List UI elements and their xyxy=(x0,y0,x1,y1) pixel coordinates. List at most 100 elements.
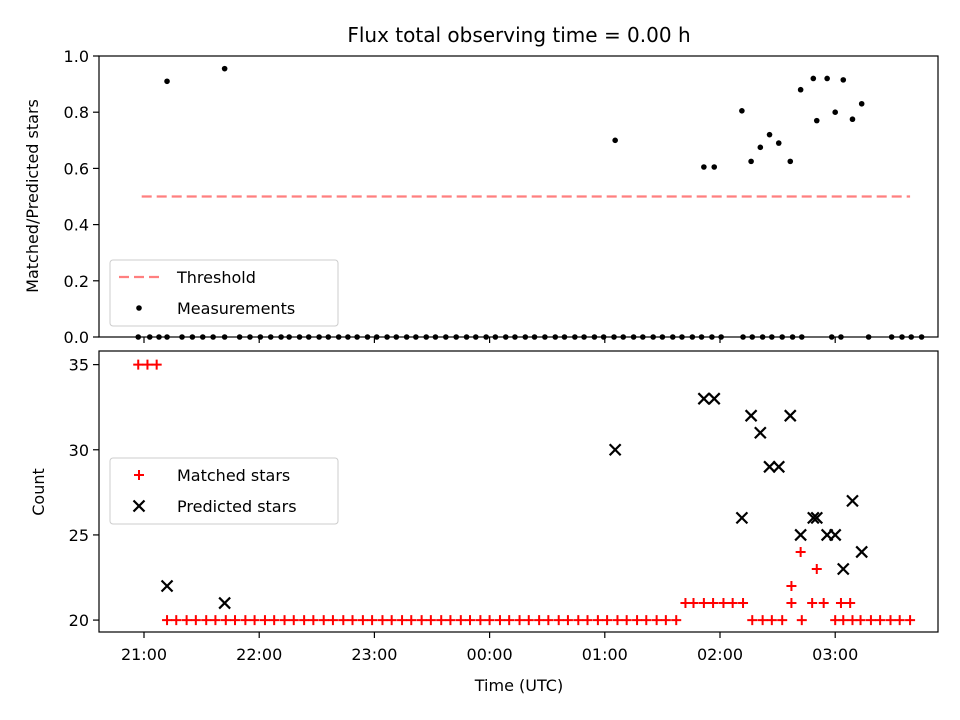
bottom-plot-area xyxy=(133,359,916,626)
matched-star-point xyxy=(885,615,896,626)
matched-star-point xyxy=(455,615,466,626)
measurement-point xyxy=(787,158,794,165)
matched-star-point xyxy=(465,615,476,626)
chart-title: Flux total observing time = 0.00 h xyxy=(347,23,690,47)
matched-star-point xyxy=(766,615,777,626)
figure-labels: Flux total observing time = 0.00 h Match… xyxy=(23,23,691,695)
matched-star-point xyxy=(386,615,397,626)
top-panel: 0.0 0.2 0.4 0.6 0.8 1.0 Threshold Measurements xyxy=(64,47,939,347)
matched-star-point xyxy=(436,615,447,626)
matched-star-point xyxy=(220,615,231,626)
legend-label: Threshold xyxy=(176,268,256,287)
matched-star-point xyxy=(240,615,251,626)
x-tick-label: 01:00 xyxy=(582,645,628,664)
x-axis-label: Time (UTC) xyxy=(474,676,563,695)
matched-star-point xyxy=(621,615,632,626)
top-y-tick-label: 0.2 xyxy=(64,272,89,291)
matched-star-point xyxy=(504,615,515,626)
matched-star-point xyxy=(543,615,554,626)
bottom-panel: 20 25 30 35 21:00 22:00 23:00 00:00 01:00 02:00 03… xyxy=(69,350,939,664)
x-tick-label: 00:00 xyxy=(467,645,513,664)
matched-star-point xyxy=(133,359,144,370)
measurement-point xyxy=(832,109,838,115)
matched-star-point xyxy=(445,615,456,626)
matched-star-point xyxy=(230,615,241,626)
matched-star-point xyxy=(288,615,299,626)
matched-star-point xyxy=(865,615,876,626)
matched-star-point xyxy=(641,615,652,626)
matched-star-point xyxy=(602,615,613,626)
measurement-point xyxy=(612,137,618,144)
matched-star-point xyxy=(347,615,358,626)
matched-star-point xyxy=(747,615,758,626)
predicted-star-point xyxy=(697,392,711,405)
predicted-star-point xyxy=(763,460,776,474)
predicted-star-point xyxy=(160,579,174,593)
top-y-tick-label: 1.0 xyxy=(64,47,89,66)
matched-star-point xyxy=(838,615,849,626)
matched-star-point xyxy=(171,615,182,626)
matched-star-point xyxy=(534,615,545,626)
x-tick-label: 03:00 xyxy=(812,645,858,664)
bottom-series-predicted-stars xyxy=(160,392,868,610)
top-legend-box xyxy=(109,259,339,327)
matched-star-point xyxy=(562,615,573,626)
top-y-tick-label: 0.8 xyxy=(64,103,89,122)
matched-star-point xyxy=(357,615,368,626)
measurement-point xyxy=(797,86,804,93)
matched-star-point xyxy=(671,615,682,626)
top-y-tick-label: 0.0 xyxy=(64,328,89,347)
bottom-legend-box xyxy=(109,457,339,525)
matched-star-point xyxy=(875,615,886,626)
matched-star-point xyxy=(612,615,623,626)
x-tick-label: 22:00 xyxy=(236,645,282,664)
matched-star-point xyxy=(698,598,709,609)
matched-star-point xyxy=(818,598,829,609)
matched-star-point xyxy=(523,615,534,626)
matched-star-point xyxy=(142,359,153,370)
matched-star-point xyxy=(777,615,788,626)
predicted-star-point xyxy=(855,545,868,559)
measurement-point xyxy=(739,107,745,114)
predicted-star-point xyxy=(836,562,850,576)
matched-star-point xyxy=(660,615,671,626)
matched-star-point xyxy=(425,615,436,626)
matched-star-point xyxy=(269,615,280,626)
matched-star-point xyxy=(475,615,486,626)
matched-star-point xyxy=(249,615,260,626)
matched-star-point xyxy=(582,615,593,626)
matched-star-point xyxy=(210,615,221,626)
measurement-point xyxy=(701,164,707,170)
matched-star-point xyxy=(718,598,729,609)
predicted-star-point xyxy=(794,528,807,542)
matched-star-point xyxy=(338,615,349,626)
legend-label: Measurements xyxy=(177,299,295,318)
matched-star-point xyxy=(406,615,417,626)
bottom-y-tick-label: 35 xyxy=(69,356,89,375)
legend-matched-marker xyxy=(134,470,144,480)
measurement-point xyxy=(810,75,817,82)
predicted-star-point xyxy=(218,596,231,610)
matched-star-point xyxy=(308,615,319,626)
measurement-point xyxy=(840,77,847,83)
matched-star-point xyxy=(327,615,338,626)
legend-predicted-marker xyxy=(132,499,146,513)
bottom-y-tick-label: 25 xyxy=(69,526,89,545)
matched-star-point xyxy=(514,615,525,626)
measurement-point xyxy=(813,117,820,124)
matched-star-point xyxy=(367,615,378,626)
matched-star-point xyxy=(201,615,212,626)
matched-star-point xyxy=(397,615,408,626)
legend-label: Predicted stars xyxy=(177,497,297,516)
measurement-point xyxy=(766,131,773,138)
matched-star-point xyxy=(727,598,738,609)
matched-star-point xyxy=(855,615,866,626)
matched-star-point xyxy=(484,615,495,626)
matched-star-point xyxy=(845,598,856,609)
measurement-point xyxy=(164,78,170,85)
predicted-star-point xyxy=(772,460,786,474)
legend-measurement-marker xyxy=(136,305,142,311)
predicted-star-point xyxy=(783,409,797,422)
